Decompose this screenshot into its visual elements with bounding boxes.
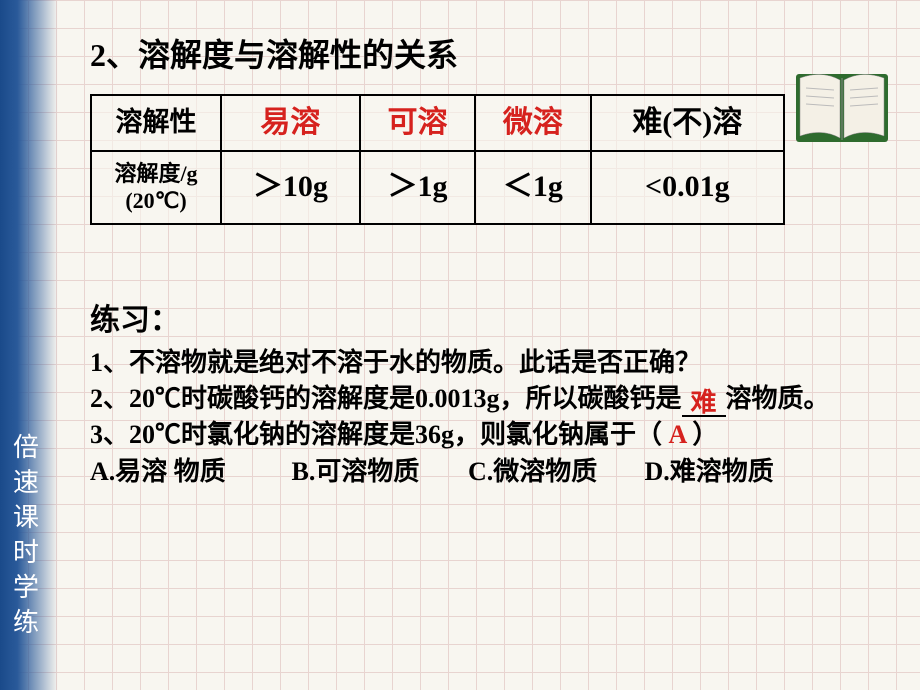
table-row: 溶解度/g (20℃) ＞10g ＞1g ＜1g <0.01g bbox=[91, 151, 784, 224]
practice-heading: 练习： bbox=[90, 295, 870, 339]
cell-slightly-soluble: 微溶 bbox=[475, 95, 590, 151]
q2-prefix: 2、20℃时碳酸钙的溶解度是0.0013g，所以碳酸钙是 bbox=[90, 384, 682, 413]
q3-prefix: 3、20℃时氯化钠的溶解度是36g，则氯化钠属于（ bbox=[90, 420, 662, 449]
q2-suffix: 溶物质。 bbox=[726, 384, 830, 413]
q3-suffix: ） bbox=[692, 420, 718, 449]
open-book-icon bbox=[792, 60, 892, 152]
cell-lt-1g: ＜1g bbox=[475, 151, 590, 224]
label-line-2: (20℃) bbox=[125, 188, 186, 213]
option-a: A.易溶 物质 bbox=[90, 454, 285, 490]
cell-gt-10g: ＞10g bbox=[221, 151, 360, 224]
label-line-1: 溶解度/g bbox=[114, 161, 197, 186]
q2-answer: 难 bbox=[691, 388, 717, 417]
row-label-solubility-value: 溶解度/g (20℃) bbox=[91, 151, 221, 224]
section-title: 2、溶解度与溶解性的关系 bbox=[90, 30, 870, 76]
cell-insoluble: 难(不)溶 bbox=[591, 95, 784, 151]
q2-blank: 难 bbox=[682, 391, 726, 417]
side-vertical-label: 倍速课时学练 bbox=[12, 430, 40, 641]
option-c: C.微溶物质 bbox=[468, 454, 638, 490]
option-d: D.难溶物质 bbox=[645, 454, 774, 490]
q3-answer: A bbox=[669, 420, 686, 449]
question-2: 2、20℃时碳酸钙的溶解度是0.0013g，所以碳酸钙是难溶物质。 bbox=[90, 381, 870, 417]
slide-content: 2、溶解度与溶解性的关系 溶解性 易溶 可溶 微溶 难(不)溶 溶解度/g (2… bbox=[0, 0, 920, 690]
row-label-solubility-property: 溶解性 bbox=[91, 95, 221, 151]
cell-gt-1g: ＞1g bbox=[360, 151, 475, 224]
question-3: 3、20℃时氯化钠的溶解度是36g，则氯化钠属于（ A ） bbox=[90, 417, 870, 453]
table-row: 溶解性 易溶 可溶 微溶 难(不)溶 bbox=[91, 95, 784, 151]
cell-lt-001g: <0.01g bbox=[591, 151, 784, 224]
cell-easily-soluble: 易溶 bbox=[221, 95, 360, 151]
question-1: 1、不溶物就是绝对不溶于水的物质。此话是否正确？ bbox=[90, 345, 870, 381]
option-b: B.可溶物质 bbox=[292, 454, 462, 490]
question-3-options: A.易溶 物质 B.可溶物质 C.微溶物质 D.难溶物质 bbox=[90, 454, 870, 490]
cell-soluble: 可溶 bbox=[360, 95, 475, 151]
solubility-table: 溶解性 易溶 可溶 微溶 难(不)溶 溶解度/g (20℃) ＞10g ＞1g … bbox=[90, 94, 785, 225]
